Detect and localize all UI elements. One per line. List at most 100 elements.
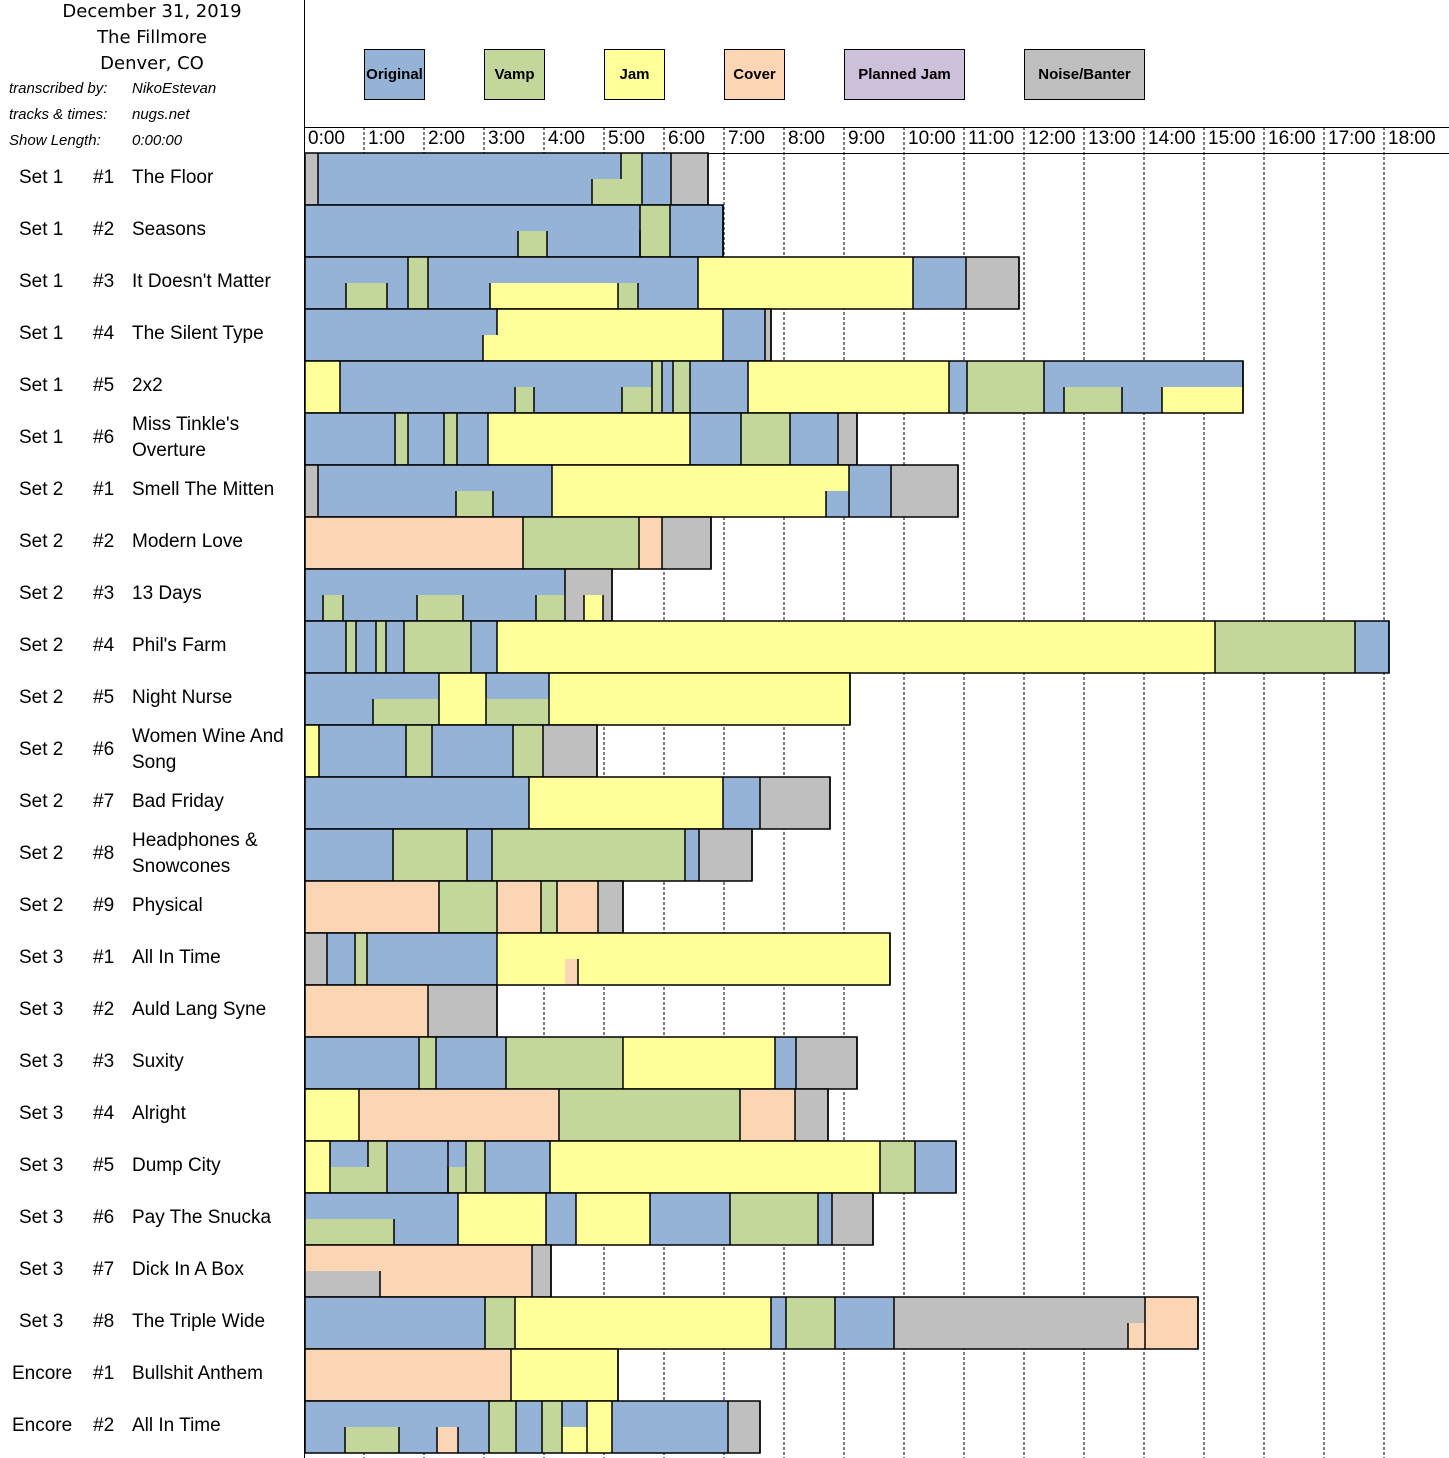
track-row — [304, 828, 753, 882]
segment-V — [652, 361, 662, 413]
track-title: Auld Lang Syne — [132, 999, 267, 1020]
segment-O — [516, 1401, 542, 1453]
segment-O — [1355, 621, 1389, 673]
track-number: #3 — [93, 583, 115, 604]
segment-O — [394, 1219, 458, 1245]
track-title: Bullshit Anthem — [132, 1363, 263, 1384]
track-title: All In Time — [132, 947, 221, 968]
segment-O — [432, 725, 513, 777]
track-title: Night Nurse — [132, 687, 233, 708]
segment-O — [1044, 361, 1243, 387]
segment-O — [305, 1193, 458, 1219]
track-outline — [304, 932, 891, 986]
segment-O — [650, 1193, 730, 1245]
segment-V — [417, 595, 463, 621]
segment-C — [380, 1271, 532, 1297]
segment-O — [340, 387, 515, 413]
track-number: #9 — [93, 895, 115, 916]
track-number: #1 — [93, 479, 115, 500]
segment-O — [305, 309, 497, 335]
segment-O — [305, 1037, 419, 1089]
track-row — [304, 516, 712, 570]
segment-N — [795, 1089, 828, 1141]
segment-N — [543, 725, 597, 777]
show-city: Denver, CO — [100, 53, 204, 74]
segment-N — [894, 1323, 1128, 1349]
track-title: Suxity — [132, 1051, 184, 1072]
segment-V — [323, 595, 343, 621]
segment-O — [771, 1297, 786, 1349]
segment-C — [639, 517, 662, 569]
segment-O — [318, 179, 592, 205]
segment-O — [318, 465, 552, 491]
segment-N — [598, 881, 623, 933]
track-title: The Silent Type — [132, 323, 264, 344]
track-title: Snowcones — [132, 856, 231, 877]
segment-O — [305, 257, 408, 283]
segment-O — [690, 361, 748, 413]
track-set: Encore — [12, 1363, 73, 1384]
segment-O — [327, 933, 355, 985]
segment-V — [592, 179, 642, 205]
legend-item-jam: Jam — [604, 49, 665, 100]
x-tick-label: 2:00 — [428, 128, 465, 149]
track-title: Phil's Farm — [132, 635, 227, 656]
segment-V — [967, 361, 1044, 413]
track-set: Set 3 — [19, 1259, 64, 1280]
segment-V — [368, 1141, 387, 1167]
segment-V — [393, 829, 467, 881]
segment-O — [305, 569, 565, 595]
track-set: Set 3 — [19, 1051, 64, 1072]
x-tick-label: 11:00 — [968, 128, 1015, 149]
track-title: 2x2 — [132, 375, 163, 396]
segment-N — [565, 595, 584, 621]
segment-N — [671, 153, 708, 205]
segment-N — [532, 1245, 551, 1297]
segment-J — [1162, 387, 1243, 413]
segment-V — [506, 1037, 623, 1089]
segment-N — [428, 985, 497, 1037]
track-title: Dump City — [132, 1155, 221, 1176]
segment-O — [305, 699, 373, 725]
track-row — [304, 1244, 552, 1298]
segment-J — [584, 595, 603, 621]
segment-O — [305, 231, 518, 257]
track-title: Bad Friday — [132, 791, 224, 812]
segment-O — [826, 491, 849, 517]
track-number: #6 — [93, 427, 115, 448]
segment-J — [305, 1089, 359, 1141]
track-row — [304, 1192, 874, 1246]
segment-O — [463, 595, 536, 621]
segment-C — [497, 881, 541, 933]
track-number: #3 — [93, 271, 115, 292]
segment-O — [305, 283, 346, 309]
segment-J — [497, 309, 723, 335]
segment-V — [621, 153, 642, 179]
segment-O — [399, 1427, 437, 1453]
track-number: #7 — [93, 1259, 115, 1280]
track-title: 13 Days — [132, 583, 202, 604]
track-number: #2 — [93, 219, 115, 240]
segment-J — [458, 1193, 546, 1245]
track-set: Set 2 — [19, 635, 64, 656]
segment-J — [305, 361, 340, 413]
track-number: #1 — [93, 167, 115, 188]
segment-O — [367, 933, 497, 985]
segment-N — [699, 829, 752, 881]
track-set: Set 1 — [19, 323, 64, 344]
track-row — [304, 1140, 957, 1194]
x-tick-label: 8:00 — [788, 128, 825, 149]
x-tick-label: 17:00 — [1328, 128, 1376, 149]
segment-O — [305, 595, 323, 621]
x-tick-label: 1:00 — [368, 128, 405, 149]
segment-J — [490, 283, 618, 309]
segment-O — [305, 673, 439, 699]
track-row — [304, 1400, 761, 1454]
segment-J — [497, 621, 1215, 673]
segment-O — [343, 595, 417, 621]
segment-N — [305, 465, 318, 517]
track-outline — [304, 1400, 761, 1454]
segment-V — [730, 1193, 818, 1245]
segment-C — [1128, 1323, 1145, 1349]
segment-O — [458, 1427, 489, 1453]
